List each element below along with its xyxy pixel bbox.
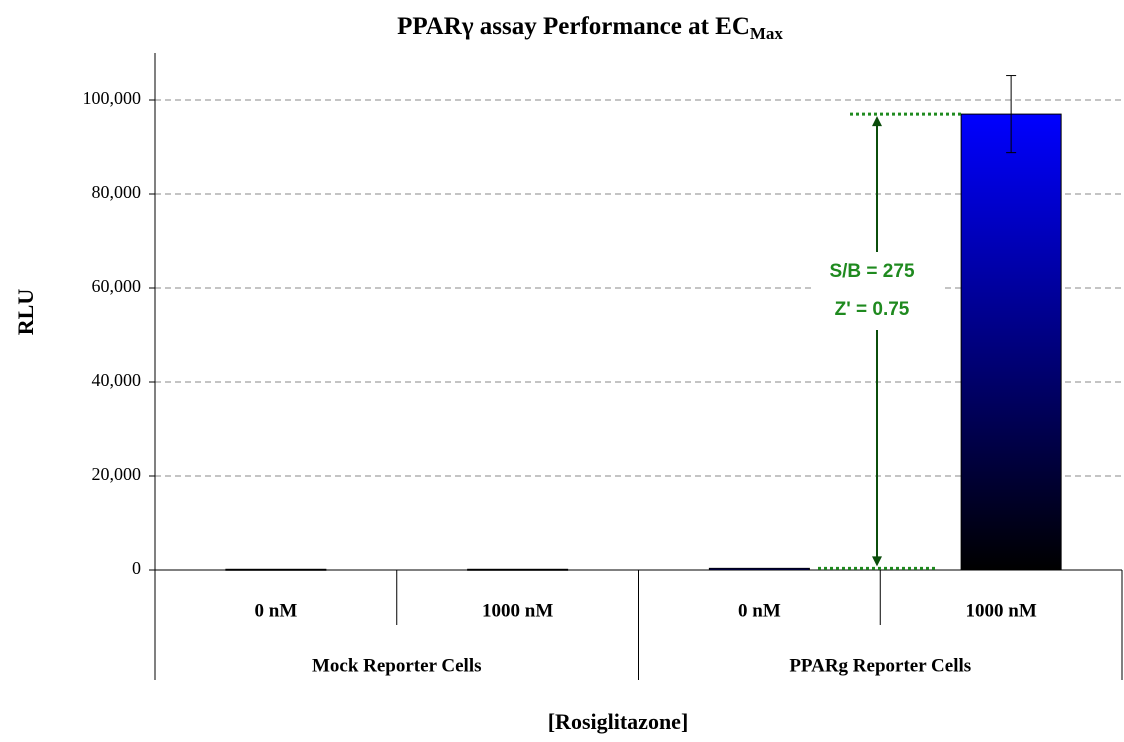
y-tick-label: 100,000 [83,88,142,108]
y-tick-label: 0 [132,558,141,578]
title-subscript: Max [750,24,784,43]
x-tick-label: 0 nM [738,600,781,621]
group-label: Mock Reporter Cells [312,655,482,676]
error-bar [1006,75,1017,154]
x-tick-label: 1000 nM [482,600,553,621]
arrow-head [872,116,882,127]
arrow-head [872,556,882,567]
x-tick-label: 0 nM [255,600,298,621]
bar [225,568,327,571]
annotation: Z' = 0.75 [835,299,910,320]
bar [467,568,569,571]
group-label: PPARg Reporter Cells [789,655,971,676]
x-tick-label: 1000 nM [966,600,1037,621]
y-tick-label: 80,000 [92,182,142,202]
y-axis-label: RLU [13,289,38,336]
chart-title: PPARγ assay Performance at ECMax [397,13,783,43]
annotation-bg [812,252,942,330]
y-tick-label: 60,000 [92,276,142,296]
bar [960,113,1062,571]
y-tick-label: 20,000 [92,464,142,484]
annotation: S/B = 275 [829,261,914,282]
title-main: PPARγ assay Performance at EC [397,13,750,40]
x-axis-label: [Rosiglitazone] [548,709,689,734]
y-tick-label: 40,000 [92,370,142,390]
bar [708,567,810,571]
